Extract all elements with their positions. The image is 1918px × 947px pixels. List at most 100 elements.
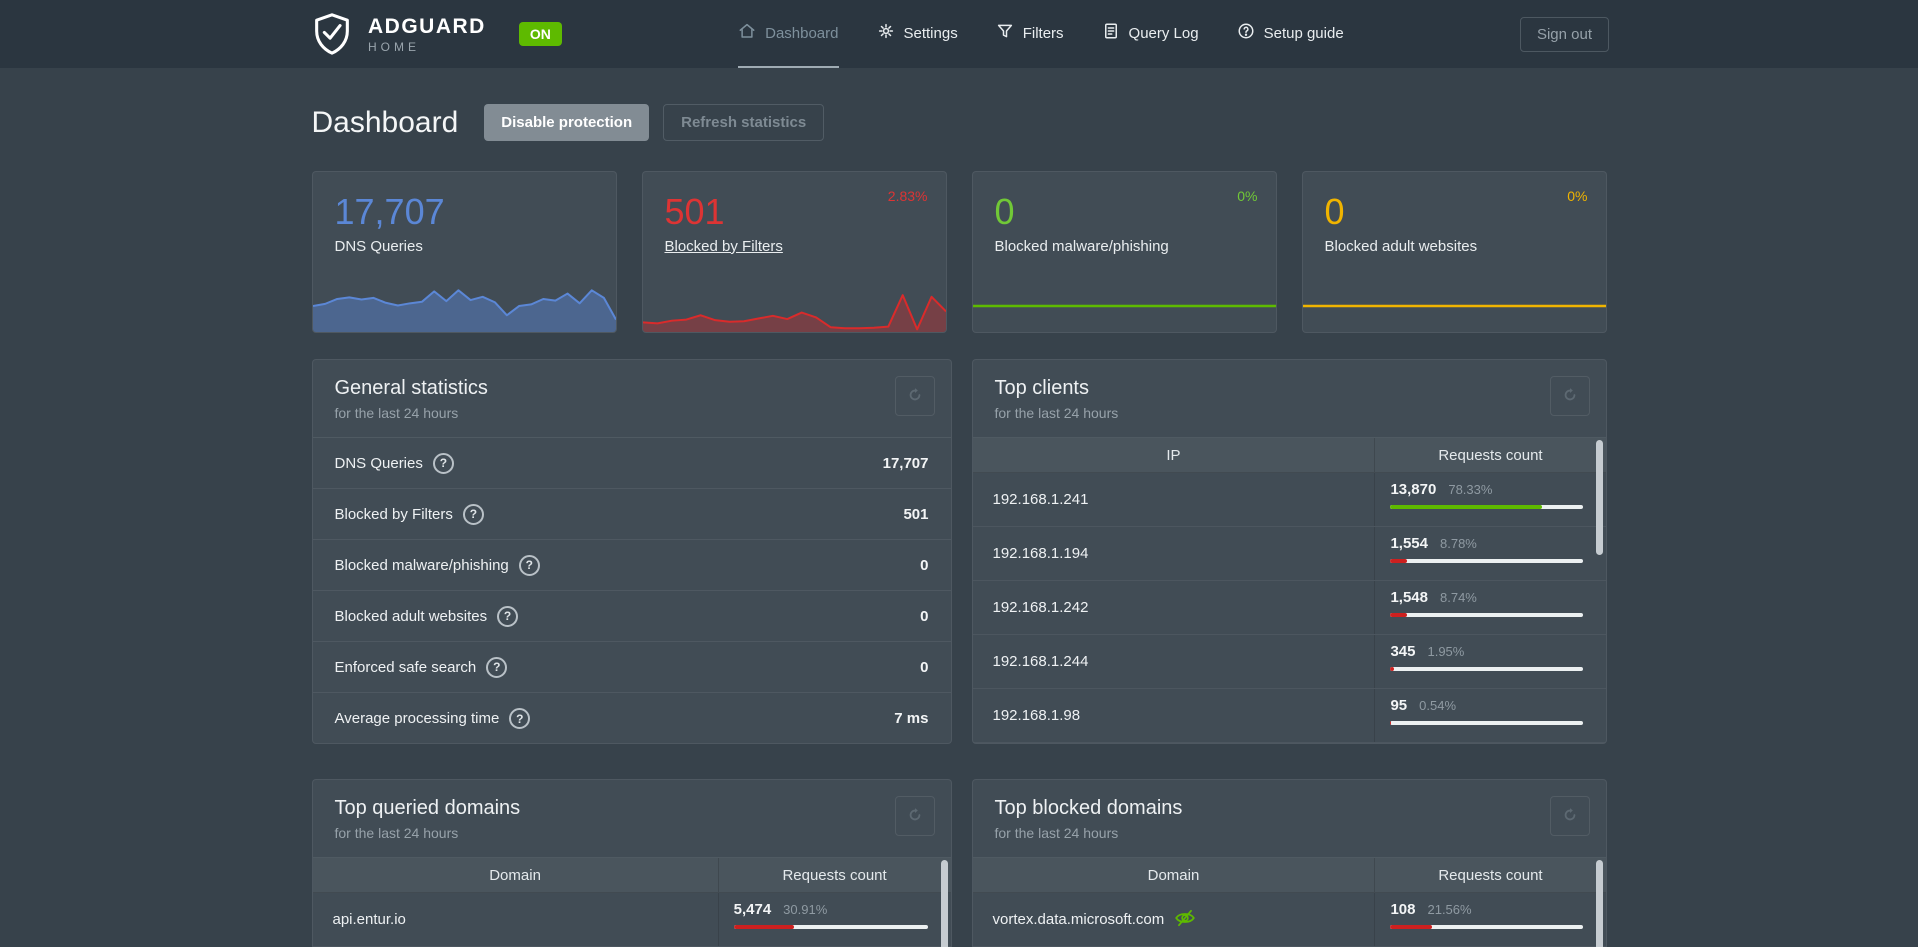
client-row[interactable]: 192.168.1.244 345 1.95%	[972, 635, 1606, 689]
brand-name: ADGUARD	[368, 14, 486, 38]
card-dns-queries: 17,707 DNS Queries	[311, 171, 617, 333]
general-statistics-title: General statistics	[334, 377, 488, 399]
blocked-by-filters-link[interactable]: Blocked by Filters	[664, 237, 783, 255]
malware-percent: 0%	[1237, 188, 1258, 204]
disable-protection-button[interactable]: Disable protection	[484, 104, 650, 141]
blocked-adult-label: Blocked adult websites	[1324, 237, 1478, 255]
refresh-top-queried-button[interactable]	[894, 796, 935, 836]
document-icon	[1102, 22, 1120, 44]
brand: ADGUARD HOME ON	[309, 0, 562, 68]
eye-off-icon[interactable]	[1174, 907, 1196, 933]
stat-row: Blocked adult websites? 0	[312, 591, 951, 642]
help-tooltip-icon[interactable]: ?	[486, 656, 508, 678]
refresh-icon	[1562, 387, 1578, 406]
stat-row: DNS Queries? 17,707	[312, 438, 951, 489]
requests-bar	[1390, 613, 1584, 617]
top-clients-table-header: IP Requests count	[972, 438, 1606, 473]
nav-item-settings[interactable]: Settings	[877, 0, 958, 68]
refresh-general-statistics-button[interactable]	[894, 376, 935, 416]
adult-percent: 0%	[1567, 188, 1588, 204]
help-tooltip-icon[interactable]: ?	[432, 452, 454, 474]
home-icon	[738, 22, 756, 44]
funnel-icon	[996, 22, 1014, 44]
domain-row[interactable]: api.entur.io 5,474 30.91%	[312, 893, 951, 947]
top-queried-table-header: Domain Requests count	[312, 858, 951, 893]
general-statistics-subtitle: for the last 24 hours	[334, 405, 459, 421]
client-ip[interactable]: 192.168.1.241	[992, 491, 1089, 508]
scrollbar-thumb[interactable]	[1595, 860, 1603, 947]
help-tooltip-icon[interactable]: ?	[509, 708, 531, 729]
gear-icon	[877, 22, 895, 44]
dns-queries-label: DNS Queries	[334, 237, 423, 255]
stat-row: Blocked by Filters? 501	[312, 489, 951, 540]
nav-item-query-log[interactable]: Query Log	[1102, 0, 1199, 68]
top-queried-subtitle: for the last 24 hours	[334, 825, 459, 841]
blocked-domain[interactable]: vortex.data.microsoft.com	[992, 911, 1165, 928]
requests-bar	[1390, 925, 1584, 929]
brand-sub: HOME	[368, 39, 420, 54]
general-statistics-panel: General statistics for the last 24 hours…	[311, 359, 952, 744]
client-row[interactable]: 192.168.1.242 1,548 8.74%	[972, 581, 1606, 635]
client-ip[interactable]: 192.168.1.242	[992, 599, 1089, 616]
requests-bar	[1390, 721, 1584, 725]
blocked-malware-sparkline	[973, 270, 1276, 332]
client-row[interactable]: 192.168.1.241 13,870 78.33%	[972, 473, 1606, 527]
nav-item-setup-guide[interactable]: Setup guide	[1237, 0, 1344, 68]
stat-row: Average processing time? 7 ms	[334, 708, 929, 729]
blocked-percent: 2.83%	[887, 188, 928, 204]
stat-cards: 17,707 DNS Queries 2.83% 501 Blocked by …	[311, 171, 1607, 333]
blocked-adult-sparkline	[1303, 270, 1606, 332]
sign-out-button[interactable]: Sign out	[1519, 16, 1609, 52]
navbar: ADGUARD HOME ON Dashboard	[0, 0, 1918, 68]
panels-grid: General statistics for the last 24 hours…	[311, 359, 1607, 947]
card-blocked-adult: 0% 0 Blocked adult websites	[1301, 171, 1607, 333]
scrollbar-thumb[interactable]	[940, 860, 948, 947]
help-tooltip-icon[interactable]: ?	[497, 605, 519, 627]
client-row[interactable]: 192.168.1.98 95 0.54%	[972, 689, 1606, 743]
top-clients-title: Top clients	[994, 377, 1090, 399]
top-blocked-domains-panel: Top blocked domains for the last 24 hour…	[971, 779, 1607, 947]
top-clients-subtitle: for the last 24 hours	[994, 405, 1119, 421]
card-blocked-by-filters: 2.83% 501 Blocked by Filters	[641, 171, 947, 333]
client-ip[interactable]: 192.168.1.194	[992, 545, 1089, 562]
nav-item-filters[interactable]: Filters	[996, 0, 1064, 68]
requests-bar	[1390, 667, 1584, 671]
blocked-malware-label: Blocked malware/phishing	[994, 237, 1169, 255]
domain-row[interactable]: vortex.data.microsoft.com 108 21.56%	[972, 893, 1606, 947]
dns-queries-value: 17,707	[334, 191, 445, 232]
refresh-top-blocked-button[interactable]	[1549, 796, 1590, 836]
blocked-malware-value: 0	[994, 191, 1015, 232]
client-row[interactable]: 192.168.1.194 1,554 8.78%	[972, 527, 1606, 581]
page-header: Dashboard Disable protection Refresh sta…	[312, 104, 1607, 141]
help-tooltip-icon[interactable]: ?	[462, 503, 484, 525]
blocked-by-filters-value: 501	[664, 191, 725, 232]
help-tooltip-icon[interactable]: ?	[518, 554, 540, 576]
stat-row: Enforced safe search? 0	[312, 642, 951, 693]
scrollbar-thumb[interactable]	[1595, 440, 1603, 555]
top-queried-domains-panel: Top queried domains for the last 24 hour…	[311, 779, 952, 947]
dns-queries-sparkline	[312, 270, 616, 332]
requests-bar	[1390, 505, 1584, 509]
main-nav: Dashboard Settings	[738, 0, 1344, 68]
page-title: Dashboard	[311, 105, 459, 139]
stat-row: Blocked malware/phishing? 0	[312, 540, 951, 591]
client-ip[interactable]: 192.168.1.244	[992, 653, 1089, 670]
top-blocked-subtitle: for the last 24 hours	[994, 825, 1119, 841]
blocked-adult-value: 0	[1324, 191, 1345, 232]
blocked-by-filters-sparkline	[642, 270, 946, 332]
refresh-icon	[1562, 807, 1578, 826]
refresh-icon	[907, 807, 923, 826]
client-ip[interactable]: 192.168.1.98	[992, 707, 1081, 724]
top-queried-title: Top queried domains	[334, 797, 521, 819]
nav-item-dashboard[interactable]: Dashboard	[738, 0, 839, 68]
queried-domain[interactable]: api.entur.io	[332, 911, 406, 928]
refresh-statistics-button[interactable]: Refresh statistics	[663, 104, 825, 141]
adguard-shield-logo-icon	[309, 11, 355, 57]
top-clients-panel: Top clients for the last 24 hours IP Req…	[971, 359, 1607, 744]
requests-bar	[1390, 559, 1584, 563]
refresh-icon	[907, 387, 923, 406]
card-blocked-malware: 0% 0 Blocked malware/phishing	[971, 171, 1277, 333]
refresh-top-clients-button[interactable]	[1549, 376, 1590, 416]
main-content: Dashboard Disable protection Refresh sta…	[311, 68, 1607, 947]
